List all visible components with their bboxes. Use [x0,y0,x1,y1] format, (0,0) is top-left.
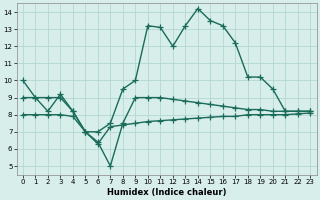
X-axis label: Humidex (Indice chaleur): Humidex (Indice chaleur) [107,188,226,197]
